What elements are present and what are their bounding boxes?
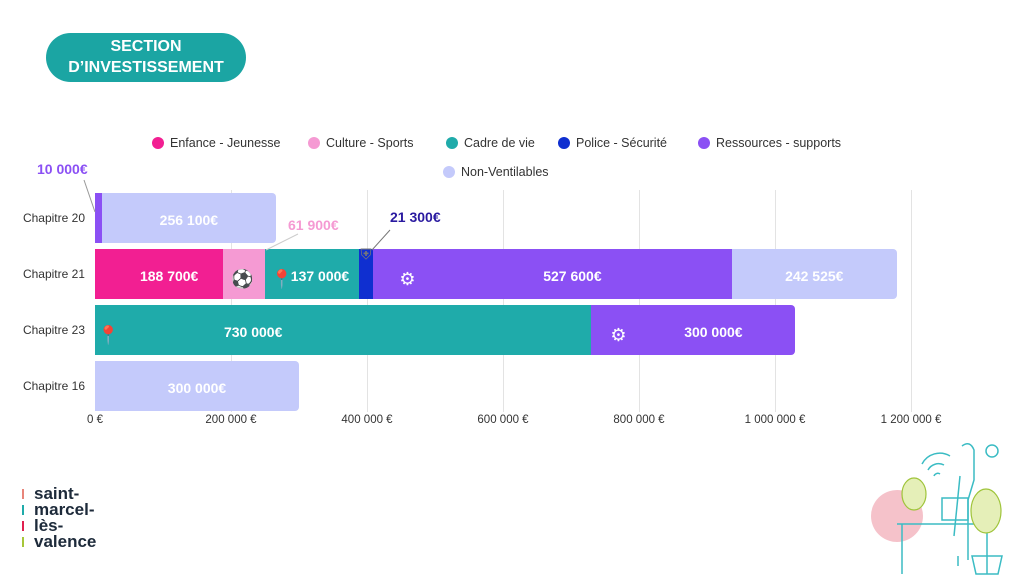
gridline [639, 190, 640, 412]
gear-hand-icon: ⚙ [399, 269, 416, 289]
bar-segment [95, 305, 592, 355]
location-pin-icon: 📍 [270, 269, 294, 289]
legend-swatch [308, 137, 320, 149]
bar-segment [95, 361, 299, 411]
x-tick-label: 1 000 000 € [744, 414, 806, 426]
legend-label: Culture - Sports [326, 136, 414, 150]
x-tick-label: 400 000 € [341, 414, 393, 426]
bar-segment [223, 249, 266, 299]
data-label: 242 525€ [785, 268, 844, 284]
section-title-line2: D’INVESTISSEMENT [68, 59, 224, 76]
data-label: 527 600€ [543, 268, 602, 284]
logo-line: saint- [22, 485, 96, 502]
legend-swatch [443, 166, 455, 178]
city-logo: saint- marcel- lès- valence [22, 485, 96, 550]
office-illustration [871, 443, 1003, 575]
category-label: Chapitre 16 [22, 379, 85, 393]
bar-segment [373, 249, 732, 299]
data-label: 730 000€ [223, 324, 283, 340]
bar-segment [101, 193, 276, 243]
data-label: 300 000€ [167, 380, 227, 396]
legend-label: Enfance - Jeunesse [170, 136, 281, 150]
data-label: 137 000€ [290, 268, 350, 284]
bar-segment [95, 193, 102, 243]
location-pin-icon: 📍 [96, 325, 120, 345]
logo-line: valence [22, 533, 96, 550]
legend-swatch [558, 137, 570, 149]
data-label-callout: 61 900€ [288, 217, 339, 233]
legend-item: Culture - Sports [308, 136, 414, 150]
legend-swatch [698, 137, 710, 149]
legend-label: Non-Ventilables [461, 165, 549, 179]
gridline [911, 190, 912, 412]
x-tick-label: 600 000 € [477, 414, 529, 426]
logo-line: lès- [22, 517, 96, 534]
x-tick-label: 800 000 € [613, 414, 665, 426]
legend-swatch [446, 137, 458, 149]
data-label: 300 000€ [684, 324, 743, 340]
data-label: 188 700€ [139, 268, 199, 284]
gridline [367, 190, 368, 412]
x-tick-label: 0 € [87, 414, 103, 426]
legend-swatch [152, 137, 164, 149]
gear-hand-icon: ⚙ [610, 325, 627, 345]
bar-segment [591, 305, 796, 355]
bar-segment [265, 249, 359, 299]
legend-label: Ressources - supports [716, 136, 842, 150]
child-icon: ☺ [79, 269, 99, 289]
category-label: Chapitre 21 [22, 267, 85, 281]
x-tick-label: 200 000 € [205, 414, 257, 426]
data-label-callout: 10 000€ [37, 161, 88, 177]
culture-icon: ⚽ [231, 269, 254, 289]
section-title-badge: SECTION D’INVESTISSEMENT [46, 33, 246, 82]
section-title-line1: SECTION [110, 38, 182, 55]
gridline [231, 190, 232, 412]
bar-segment [731, 249, 897, 299]
legend-item: Police - Sécurité [558, 136, 667, 150]
category-label: Chapitre 23 [22, 323, 85, 337]
category-label: Chapitre 20 [22, 211, 85, 225]
gridline [503, 190, 504, 412]
legend-label: Cadre de vie [464, 136, 535, 150]
data-label: 256 100€ [159, 212, 219, 228]
shield-icon: ⛨ [360, 246, 372, 264]
bar-segment [95, 249, 224, 299]
data-label-callout: 21 300€ [390, 209, 441, 225]
bar-segment [358, 249, 374, 299]
gridline [775, 190, 776, 412]
x-tick-label: 1 200 000 € [880, 414, 942, 426]
logo-line: marcel- [22, 501, 96, 518]
legend-item: Enfance - Jeunesse [152, 136, 281, 150]
legend-item: Cadre de vie [446, 136, 535, 150]
legend-item: Ressources - supports [698, 136, 841, 150]
legend-label: Police - Sécurité [576, 136, 668, 150]
legend-item: Non-Ventilables [443, 165, 549, 179]
